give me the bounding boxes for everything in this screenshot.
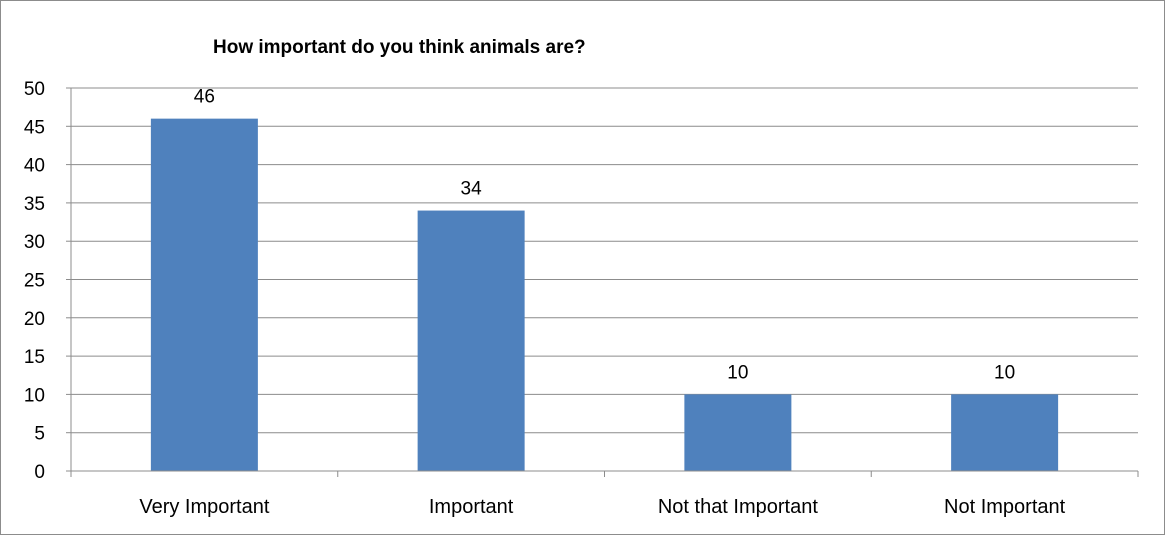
y-tick-label: 5	[34, 424, 45, 445]
y-tick-label: 40	[24, 156, 45, 177]
data-label: 10	[994, 362, 1015, 383]
y-tick-label: 20	[24, 309, 45, 330]
chart-title: How important do you think animals are?	[213, 37, 586, 58]
bar	[417, 210, 525, 471]
y-tick-label: 50	[24, 79, 45, 100]
bar	[951, 394, 1059, 471]
y-tick-label: 45	[24, 117, 45, 138]
data-label: 10	[727, 362, 748, 383]
y-tick-label: 0	[34, 462, 45, 483]
x-category-label: Not Important	[944, 496, 1066, 518]
labels: 0 5 10 15 20 25 30 35 40 45 50 46 Very Important 34 Im…	[24, 79, 1066, 518]
axes	[66, 87, 1139, 477]
bar	[150, 118, 258, 471]
x-category-label: Not that Important	[658, 496, 819, 518]
y-tick-label: 35	[24, 194, 45, 215]
bars	[150, 118, 1059, 471]
y-tick-label: 15	[24, 347, 45, 368]
y-tick-label: 30	[24, 232, 45, 253]
bar	[684, 394, 792, 471]
data-label: 34	[461, 179, 483, 200]
data-label: 46	[194, 87, 215, 108]
x-category-label: Important	[429, 496, 514, 518]
y-tick-label: 10	[24, 385, 45, 406]
y-tick-label: 25	[24, 271, 45, 292]
x-category-label: Very Important	[139, 496, 270, 518]
